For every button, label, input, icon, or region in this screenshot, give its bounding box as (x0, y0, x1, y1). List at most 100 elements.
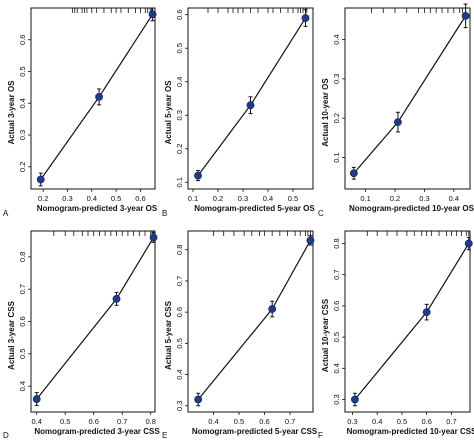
x-tick-label: 0.7 (446, 417, 456, 426)
data-point (394, 118, 402, 127)
calibration-line (426, 243, 470, 313)
x-tick-label: 0.5 (60, 417, 70, 426)
x-tick-label: 0.5 (111, 194, 121, 203)
x-tick-label: 0.5 (397, 417, 407, 426)
data-point (95, 93, 103, 101)
y-tick-label: 0.8 (332, 238, 341, 248)
data-point (112, 294, 121, 303)
y-tick-label: 0.4 (18, 381, 27, 391)
data-point (301, 14, 310, 22)
y-tick-label: 0.6 (332, 301, 341, 311)
x-tick-label: 0.6 (259, 417, 269, 426)
data-point (422, 308, 431, 317)
panel-a: 0.2 0.3 0.4 0.5 0.60.20.30.40.50.6Nomogram-p… (3, 7, 158, 218)
x-axis-title: Nomogram-predicted 5-year OS (194, 204, 315, 213)
data-point (36, 175, 45, 184)
calibration-line (98, 14, 154, 98)
calibration-line (197, 104, 251, 176)
y-tick-label: 0.2 (332, 113, 341, 123)
y-tick-label: 0.2 (18, 162, 27, 172)
x-axis-title: Nomogram-predicted 10-year OS (349, 204, 474, 213)
x-tick-label: 0.3 (419, 194, 429, 203)
x-tick-label: 0.7 (285, 417, 295, 426)
y-tick-label: 0.5 (175, 43, 184, 53)
data-point (194, 171, 202, 180)
y-axis-title: Actual 3-year CSS (7, 300, 16, 370)
y-tick-label: 0.4 (175, 369, 184, 379)
x-tick-label: 0.2 (38, 194, 48, 203)
calibration-line (353, 121, 399, 174)
panel-f: 0.3 0.4 0.5 0.6 0.7 0.3 0.4 0.5 0.6 0.7 0.8 Nomogra… (318, 230, 474, 440)
x-tick-label: 0.5 (288, 194, 298, 203)
x-tick-label: 0.4 (31, 417, 41, 426)
y-tick-label: 0.4 (332, 34, 341, 44)
x-axis-title: Nomogram-predicted 3-year CSS (34, 427, 160, 436)
plot-frame (187, 230, 314, 413)
plot-frame (30, 7, 156, 190)
x-axis-title: Nomogram-predicted 5-year CSS (192, 427, 318, 436)
y-tick-label: 0.6 (18, 35, 27, 45)
data-point (194, 395, 203, 404)
panel-e: 0.4 0.5 0.6 0.7 0.3 0.4 0.5 0.6 0.7 0.8 Nomogram-p… (162, 230, 318, 440)
y-tick-label: 0.4 (175, 77, 184, 87)
x-tick-label: 0.6 (421, 417, 431, 426)
panel-letter: E (162, 431, 167, 440)
data-point (246, 101, 255, 110)
x-tick-label: 0.1 (188, 194, 198, 203)
panel-c: 0.1 0.2 0.3 0.40.10.20.30.4Nomogram-predict… (318, 3, 474, 218)
y-axis-title: Actual 10-year OS (321, 78, 330, 147)
x-tick-label: 0.2 (213, 194, 223, 203)
y-axis-title: Actual 5-year OS (164, 80, 173, 145)
y-tick-label: 0.8 (18, 252, 27, 262)
x-tick-label: 0.5 (234, 417, 244, 426)
y-tick-label: 0.5 (332, 332, 341, 342)
calibration-line (40, 96, 100, 180)
data-point (461, 11, 470, 20)
y-tick-label: 0.7 (332, 269, 341, 279)
y-tick-label: 0.5 (175, 338, 184, 348)
data-point (464, 239, 473, 248)
y-axis-title: Actual 5-year CSS (164, 300, 173, 370)
x-tick-label: 0.4 (87, 194, 97, 203)
panel-letter: F (318, 431, 323, 440)
x-tick-label: 0.6 (135, 194, 145, 203)
data-point (149, 233, 158, 242)
calibration-line (116, 237, 155, 300)
panel-letter: D (3, 431, 9, 440)
data-point (148, 10, 157, 19)
x-tick-label: 0.4 (372, 417, 382, 426)
x-tick-label: 0.8 (146, 417, 156, 426)
data-point (268, 305, 277, 313)
panel-d: 0.4 0.5 0.6 0.7 0.80.40.50.60.70.8Nomogram-p… (3, 230, 160, 440)
y-tick-label: 0.3 (332, 394, 341, 404)
x-tick-label: 0.4 (208, 417, 218, 426)
y-tick-label: 0.5 (18, 66, 27, 76)
calibration-line (271, 240, 311, 310)
plot-frame (344, 7, 471, 190)
y-tick-label: 0.2 (175, 144, 184, 154)
y-tick-label: 0.3 (175, 401, 184, 411)
x-tick-label: 0.7 (117, 417, 127, 426)
x-tick-label: 0.3 (238, 194, 248, 203)
y-tick-label: 0.6 (18, 316, 27, 326)
panel-letter: C (318, 209, 324, 218)
y-tick-label: 0.1 (175, 177, 184, 187)
y-tick-label: 0.1 (332, 152, 341, 162)
calibration-line (397, 15, 467, 123)
calibration-line (354, 311, 428, 400)
data-point (306, 236, 315, 245)
panel-letter: A (3, 209, 9, 218)
y-tick-label: 0.3 (175, 110, 184, 120)
x-tick-label: 0.2 (390, 194, 400, 203)
x-tick-label: 0.4 (449, 194, 459, 203)
y-tick-label: 0.4 (332, 363, 341, 373)
y-tick-label: 0.7 (175, 276, 184, 286)
y-tick-label: 0.8 (175, 245, 184, 255)
y-tick-label: 0.6 (175, 9, 184, 19)
x-tick-label: 0.3 (62, 194, 72, 203)
panel-b: 0.1 0.2 0.3 0.4 0.5 0.1 0.2 0.3 0.4 0.5 0.6 Nomogra… (162, 7, 315, 218)
x-axis-title: Nomogram-predicted 10-year CSS (347, 427, 474, 436)
x-axis-title: Nomogram-predicted 3-year OS (37, 204, 158, 213)
plot-frame (30, 230, 156, 413)
